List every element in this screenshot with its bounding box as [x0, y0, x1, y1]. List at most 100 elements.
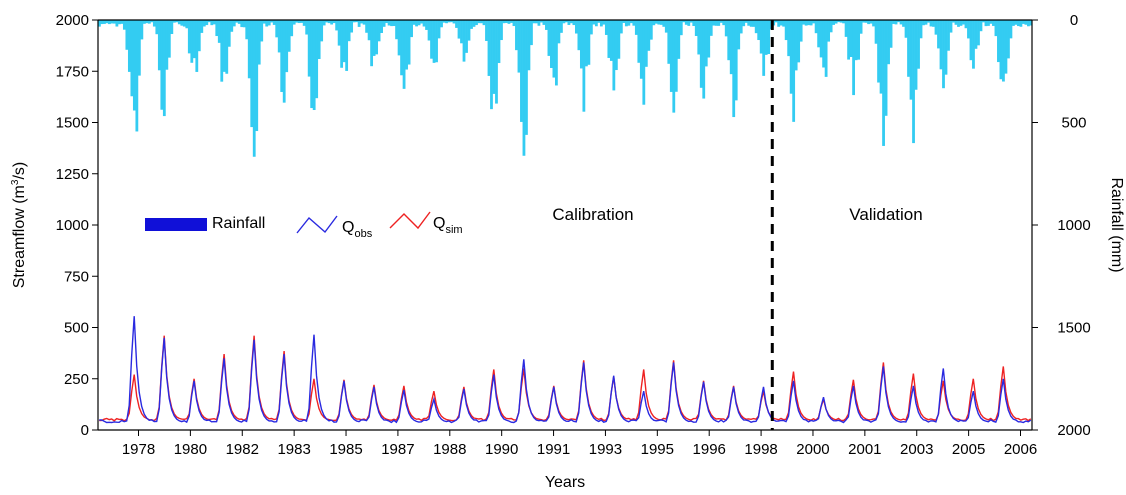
rainfall-bar: [207, 20, 211, 23]
rainfall-bar: [222, 20, 226, 72]
rainfall-bar: [167, 20, 171, 58]
qsim-line: [99, 335, 1032, 422]
legend-qobs-label: Qobs: [342, 219, 373, 240]
rainfall-bar: [197, 20, 201, 52]
rainfall-bar: [482, 20, 486, 26]
rainfall-bar: [537, 20, 541, 26]
rainfall-bar: [380, 20, 383, 33]
rainfall-bar: [165, 20, 169, 70]
rainfall-bar: [749, 20, 753, 27]
rainfall-bar: [607, 20, 611, 58]
rainfall-bar: [1012, 20, 1015, 26]
y-tick-label: 750: [64, 268, 89, 285]
rainfall-bar: [919, 20, 923, 39]
rainfall-bar: [932, 20, 935, 27]
y-axis-title-sup: 3: [10, 179, 21, 185]
rainfall-bar: [460, 20, 463, 44]
rainfall-bar: [312, 20, 316, 111]
rainfall-bar: [150, 20, 154, 23]
rainfall-bar: [837, 20, 841, 23]
rainfall-bar: [717, 20, 721, 26]
rainfall-bar: [937, 20, 940, 49]
rainfall-bar: [639, 20, 643, 79]
rainfall-bar: [834, 20, 838, 24]
rainfall-bar: [377, 20, 381, 42]
rainfall-bar: [814, 20, 818, 34]
rainfall-bar: [982, 20, 985, 23]
rainfall-bar: [317, 20, 321, 60]
rainfall-bar: [1017, 20, 1020, 27]
x-tick-label: 2001: [848, 441, 881, 458]
rainfall-bar: [799, 20, 803, 42]
rainfall-bar: [457, 20, 461, 39]
rainfall-bar: [490, 20, 493, 110]
rainfall-bars: [98, 20, 1033, 157]
legend-qsim-sub: sim: [445, 224, 462, 236]
rainfall-bar: [137, 20, 141, 76]
rainfall-bar: [415, 20, 418, 27]
rainfall-bar: [255, 20, 259, 132]
rainfall-bar: [332, 20, 336, 24]
rainfall-bar: [709, 20, 713, 36]
rainfall-bar: [550, 20, 553, 68]
rainfall-bar: [842, 20, 845, 24]
y2-tick-label: 0: [1070, 12, 1078, 29]
rainfall-bar: [1007, 20, 1010, 59]
x-tick-label: 1987: [381, 441, 414, 458]
rainfall-bar: [784, 20, 788, 41]
rainfall-bar: [227, 20, 231, 47]
rainfall-bar: [277, 20, 281, 53]
y-tick-label: 1500: [56, 115, 89, 132]
rainfall-bar: [230, 20, 234, 32]
rainfall-bar: [822, 20, 826, 68]
rainfall-bar: [682, 20, 686, 23]
rainfall-bar: [887, 20, 890, 65]
rainfall-bar: [297, 20, 301, 24]
rainfall-bar: [767, 20, 771, 54]
rainfall-bar: [602, 20, 606, 25]
rainfall-bar: [582, 20, 586, 112]
rainfall-bar: [1009, 20, 1013, 39]
legend-qobs-sub: obs: [354, 228, 372, 240]
rainfall-bar: [275, 20, 279, 38]
rainfall-bar: [952, 20, 955, 23]
rainfall-bar: [609, 20, 613, 61]
rainfall-bar: [370, 20, 374, 67]
rainfall-bar: [510, 20, 513, 23]
rainfall-bar: [774, 20, 778, 23]
rainfall-bar: [475, 20, 478, 26]
rainfall-bar: [232, 20, 236, 27]
rainfall-bar: [195, 20, 199, 72]
rainfall-bar: [505, 20, 508, 23]
rainfall-bar: [612, 20, 616, 91]
rainfall-bar: [257, 20, 261, 65]
rainfall-bar: [647, 20, 651, 51]
rainfall-bar: [852, 20, 855, 96]
rainfall-bar: [495, 20, 498, 104]
rainfall-bar: [877, 20, 880, 83]
rainfall-bar: [974, 20, 978, 49]
rainfall-bar: [562, 20, 566, 24]
x-tick-label: 1996: [693, 441, 726, 458]
rainfall-bar: [500, 20, 503, 41]
rainfall-bar: [782, 20, 786, 27]
rainfall-bar: [515, 20, 518, 51]
rainfall-bar: [305, 20, 309, 35]
rainfall-bar: [892, 20, 895, 24]
rainfall-bar: [844, 20, 848, 37]
rainfall-bar: [587, 20, 591, 65]
y-tick-label: 500: [64, 320, 89, 337]
rainfall-bar: [432, 20, 436, 63]
rainfall-bar: [447, 20, 451, 23]
rainfall-bar: [360, 20, 364, 24]
rainfall-bar: [962, 20, 965, 25]
rainfall-bar: [300, 20, 304, 23]
rainfall-bar: [392, 20, 396, 27]
qobs-line: [99, 316, 1032, 424]
rainfall-bar: [849, 20, 853, 57]
rainfall-bar: [927, 20, 930, 23]
rainfall-bar: [307, 20, 311, 77]
rainfall-bar: [430, 20, 433, 59]
rainfall-bar: [375, 20, 378, 55]
rainfall-bar: [132, 20, 136, 111]
